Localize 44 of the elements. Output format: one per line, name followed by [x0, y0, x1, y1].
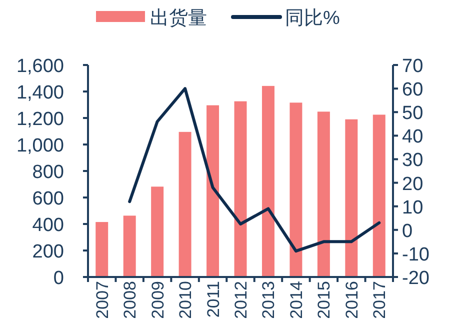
bar — [345, 119, 358, 277]
y-tick-label: 1,600 — [16, 56, 64, 77]
legend-label: 出货量 — [150, 8, 207, 29]
x-tick-label: 2010 — [176, 281, 196, 319]
x-tick-label: 2016 — [342, 281, 362, 319]
bar — [123, 216, 136, 277]
x-tick-label: 2014 — [286, 281, 306, 319]
bar — [151, 186, 164, 277]
y2-tick-label: 60 — [402, 80, 424, 101]
y-tick-label: 1,200 — [16, 109, 64, 130]
line-series — [128, 87, 381, 253]
x-tick-label: 2015 — [314, 281, 334, 319]
y2-tick-label: 0 — [402, 220, 413, 242]
y-tick-label: 600 — [32, 188, 64, 210]
bar — [290, 102, 302, 277]
y2-tick-label: 50 — [402, 103, 424, 124]
x-tick-label: 2017 — [370, 281, 390, 319]
x-tick-label: 2007 — [92, 281, 112, 319]
x-tick-label: 2008 — [120, 281, 140, 319]
y-tick-label: 1,000 — [16, 136, 64, 156]
y-tick-label: 800 — [32, 162, 64, 183]
y2-tick-label: 40 — [402, 126, 424, 148]
y-tick-label: 1,400 — [16, 82, 64, 104]
y2-tick-label: 10 — [402, 197, 424, 218]
bar — [317, 112, 330, 277]
bar — [178, 132, 192, 277]
legend-label: 同比% — [285, 8, 340, 29]
y2-tick-label: 70 — [402, 56, 424, 77]
x-tick-label: 2011 — [204, 281, 223, 318]
bar — [372, 114, 386, 277]
bar — [262, 86, 274, 277]
y2-tick-label: 20 — [402, 174, 424, 195]
y2-tick-label: 30 — [402, 150, 424, 172]
x-tick-label: 2009 — [148, 281, 168, 319]
y-tick-label: 200 — [32, 242, 64, 262]
bar — [206, 105, 220, 277]
bar — [234, 101, 247, 277]
y-tick-label: 400 — [32, 215, 64, 236]
x-tick-label: 2012 — [232, 281, 250, 319]
y2-tick-label: -10 — [402, 244, 430, 266]
y-tick-label: 0 — [53, 268, 64, 289]
bar — [96, 222, 108, 277]
x-tick-label: 2013 — [259, 281, 278, 319]
y2-tick-label: -20 — [402, 268, 430, 289]
